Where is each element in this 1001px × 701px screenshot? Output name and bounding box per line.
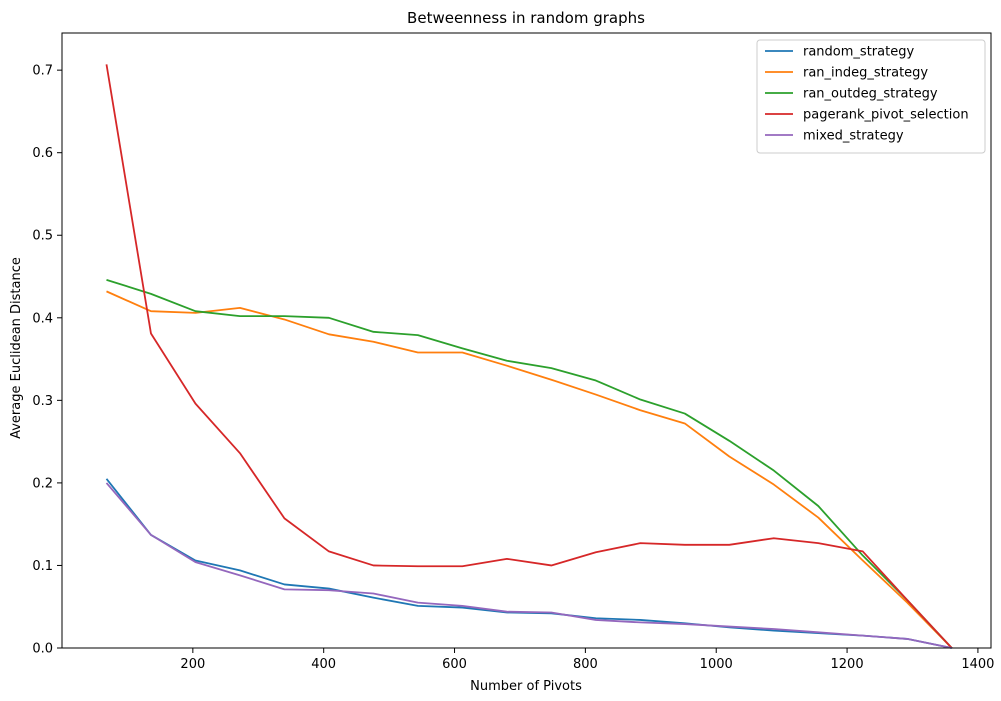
y-axis: 0.0 0.1 0.2 0.3 0.4 0.5 0.6 0.7 [32,64,62,657]
y-tick-label: 0.6 [32,146,53,161]
x-tick-label: 1000 [700,657,733,672]
x-tick-label: 800 [573,657,598,672]
y-tick-label: 0.1 [32,559,53,574]
legend-label-ran_outdeg_strategy: ran_outdeg_strategy [803,87,938,102]
legend-box [756,39,986,154]
axes-frame [61,32,992,649]
y-tick-label: 0.5 [32,229,53,244]
legend-label-ran_indeg_strategy: ran_indeg_strategy [803,66,928,81]
y-tick-label: 0.7 [32,64,53,79]
legend: random_strategy ran_indeg_strategy ran_out… [756,39,986,154]
y-tick-label: 0.0 [32,642,53,657]
y-axis-label: Average Euclidean Distance [9,257,24,439]
series-line-ran_indeg_strategy [106,290,953,649]
x-axis: 200 400 600 800 1000 1200 1400 [180,648,994,672]
series-line-ran_outdeg_strategy [106,278,953,649]
x-tick-label: 1400 [961,657,994,672]
chart-title: Betweenness in random graphs [407,9,645,27]
plot-area [61,32,992,649]
y-tick-label: 0.3 [32,394,53,409]
x-tick-label: 400 [311,657,336,672]
x-tick-label: 1200 [831,657,864,672]
y-tick-label: 0.4 [32,311,53,326]
series-line-mixed_strategy [105,482,952,649]
x-axis-label: Number of Pivots [470,679,582,694]
x-tick-label: 200 [180,657,205,672]
legend-label-random_strategy: random_strategy [803,45,914,60]
x-tick-label: 600 [442,657,467,672]
legend-label-mixed_strategy: mixed_strategy [803,129,904,144]
y-tick-label: 0.2 [32,476,53,491]
series-line-pagerank_pivot_selection [105,64,953,649]
series-lines [105,64,953,649]
legend-label-pagerank_pivot_selection: pagerank_pivot_selection [803,108,969,123]
